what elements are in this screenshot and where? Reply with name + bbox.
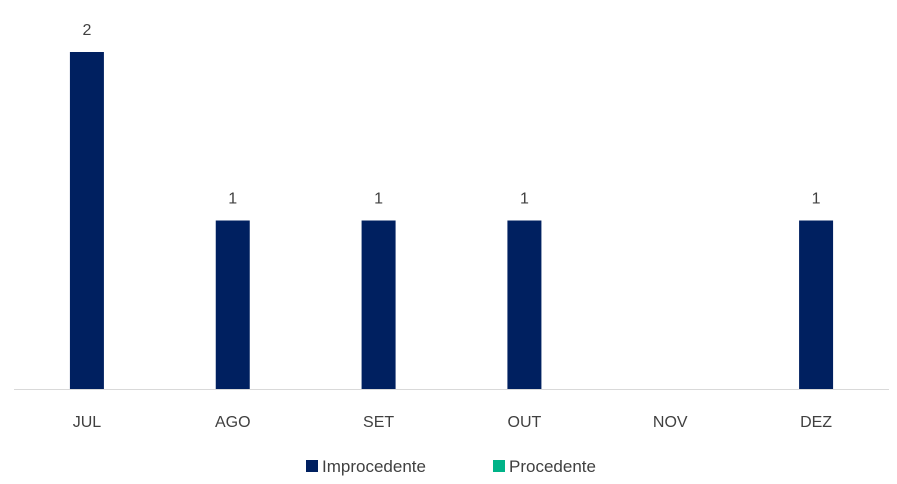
- x-tick-label-jul: JUL: [73, 414, 102, 431]
- x-tick-labels-group: JUL AGO SET OUT NOV DEZ: [73, 414, 833, 431]
- data-labels-group: 2 1 1 1 1: [82, 22, 820, 208]
- data-label-ago: 1: [228, 191, 237, 208]
- legend: Improcedente Procedente: [306, 457, 596, 476]
- legend-swatch-improcedente: [306, 460, 318, 472]
- x-tick-label-ago: AGO: [215, 414, 251, 431]
- legend-label-improcedente: Improcedente: [322, 457, 426, 476]
- data-label-jul: 2: [82, 22, 91, 39]
- bars-group: [69, 52, 834, 389]
- legend-label-procedente: Procedente: [509, 457, 596, 476]
- bar-set: [361, 220, 396, 389]
- data-label-out: 1: [520, 191, 529, 208]
- bar-jul: [69, 52, 104, 389]
- data-label-dez: 1: [812, 191, 821, 208]
- x-tick-label-set: SET: [363, 414, 394, 431]
- x-tick-label-dez: DEZ: [800, 414, 832, 431]
- bar-out: [507, 220, 542, 389]
- bar-dez: [799, 220, 834, 389]
- x-tick-label-nov: NOV: [653, 414, 688, 431]
- legend-swatch-procedente: [493, 460, 505, 472]
- data-label-set: 1: [374, 191, 383, 208]
- x-tick-label-out: OUT: [508, 414, 542, 431]
- bar-ago: [215, 220, 250, 389]
